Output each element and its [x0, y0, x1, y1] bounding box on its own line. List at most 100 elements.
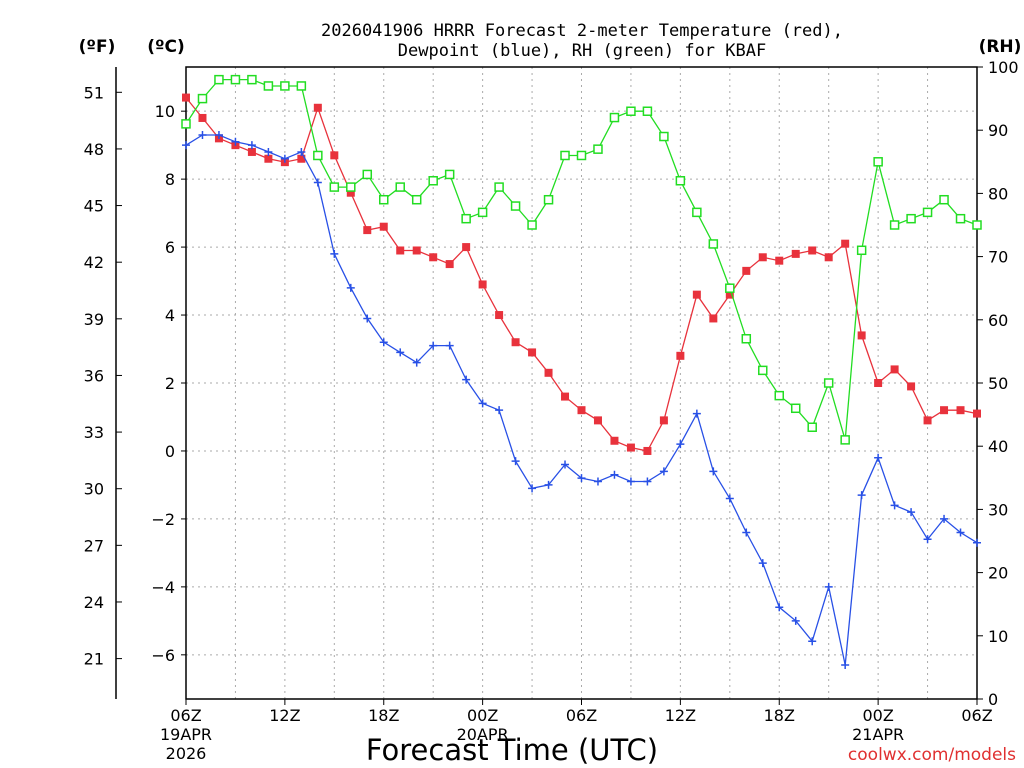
temperature-point [923, 416, 932, 425]
dewpoint-point [511, 457, 520, 466]
rh-point [395, 182, 405, 192]
temperature-point [445, 260, 454, 269]
rh-point [411, 194, 422, 205]
dewpoint-point [346, 283, 355, 292]
celsius-tick-label: −4 [151, 578, 175, 597]
dewpoint-point [973, 538, 981, 547]
dewpoint-point [280, 154, 289, 163]
temperature-point [890, 365, 899, 374]
dewpoint-point [890, 501, 899, 510]
dewpoint-point [478, 399, 487, 408]
rh-point [527, 220, 537, 230]
temperature-point [379, 222, 388, 231]
temperature-point [742, 266, 751, 275]
fahrenheit-tick-label: 45 [84, 197, 104, 216]
rh-tick-label: 0 [988, 690, 998, 709]
temperature-point [247, 147, 256, 156]
fahrenheit-tick-label: 48 [84, 140, 104, 159]
unit-label-rh: (RH) [979, 37, 1022, 57]
rh-point [329, 182, 340, 192]
temperature-point [313, 103, 322, 112]
celsius-tick-label: −2 [151, 510, 175, 529]
x-tick-label-time: 00Z [467, 706, 498, 725]
dewpoint-point [577, 474, 586, 483]
temperature-point [182, 93, 190, 102]
rh-tick-label: 70 [988, 248, 1008, 267]
rh-point [576, 150, 587, 161]
temperature-point [429, 253, 438, 262]
dewpoint-point [610, 470, 619, 479]
dewpoint-point [791, 616, 800, 625]
temperature-point [907, 382, 916, 391]
series-line [185, 134, 978, 666]
rh-point [379, 194, 389, 205]
dewpoint-point [462, 375, 471, 384]
rh-point [659, 131, 669, 142]
dewpoint-point [561, 460, 570, 469]
temperature-point [973, 409, 981, 418]
credit-text: coolwx.com/models [848, 745, 1016, 765]
rh-tick-label: 80 [988, 184, 1008, 203]
rh-tick-label: 30 [988, 500, 1008, 519]
fahrenheit-tick-label: 36 [84, 366, 104, 385]
x-tick-label-time: 00Z [862, 706, 893, 725]
temperature-point [264, 154, 273, 163]
rh-point [230, 74, 241, 85]
rh-point [675, 176, 686, 186]
dewpoint-point [544, 480, 553, 489]
celsius-tick-label: 8 [165, 170, 175, 189]
rh-point [758, 365, 768, 376]
dewpoint-point [775, 603, 784, 612]
dewpoint-point [692, 409, 701, 418]
rh-point [609, 112, 620, 123]
temperature-point [626, 443, 635, 452]
x-axis-title: Forecast Time (UTC) [366, 733, 658, 767]
temperature-point [758, 253, 767, 262]
dewpoint-point [923, 535, 932, 544]
fahrenheit-tick-label: 33 [84, 423, 104, 442]
temperature-point [808, 246, 817, 255]
dewpoint-point [841, 661, 850, 670]
dewpoint-point [725, 494, 734, 503]
temperature-point [198, 113, 207, 122]
temperature-point [561, 392, 570, 401]
rh-point [346, 182, 356, 192]
rh-point [214, 74, 224, 85]
x-tick-label-date: 20APR [457, 725, 509, 744]
dewpoint-point [857, 491, 866, 500]
dewpoint-point [445, 341, 454, 350]
rh-tick-label: 40 [988, 437, 1008, 456]
dewpoint-point [742, 528, 751, 537]
dewpoint-point [297, 147, 306, 156]
temperature-point [297, 154, 306, 163]
temperature-point [544, 368, 553, 377]
temperature-point [330, 151, 339, 160]
rh-point [543, 194, 554, 205]
rh-point [280, 81, 290, 91]
rh-point [708, 239, 719, 249]
fahrenheit-tick-label: 39 [84, 310, 104, 329]
rh-point [642, 106, 653, 116]
temperature-point [692, 290, 701, 299]
dewpoint-point [528, 484, 537, 493]
rh-point [263, 81, 274, 91]
rh-point [296, 81, 307, 91]
chart-title-line2: Dewpoint (blue), RH (green) for KBAF [398, 41, 766, 61]
dewpoint-point [940, 514, 949, 523]
celsius-tick-label: 2 [165, 374, 175, 393]
rh-point [692, 207, 702, 218]
dewpoint-point [247, 141, 256, 150]
rh-point [725, 283, 735, 293]
rh-point [741, 334, 752, 344]
axes [115, 66, 983, 705]
rh-point [197, 93, 208, 104]
celsius-tick-label: 10 [155, 102, 175, 121]
x-tick-label-time: 12Z [269, 706, 300, 725]
x-tick-label-date: 19APR [160, 725, 212, 744]
rh-point [790, 403, 801, 414]
x-tick-label-date: 21APR [852, 725, 904, 744]
temperature-point [956, 406, 965, 415]
dewpoint-point [313, 178, 322, 187]
dewpoint-point [198, 130, 207, 139]
dewpoint-point [956, 528, 965, 537]
